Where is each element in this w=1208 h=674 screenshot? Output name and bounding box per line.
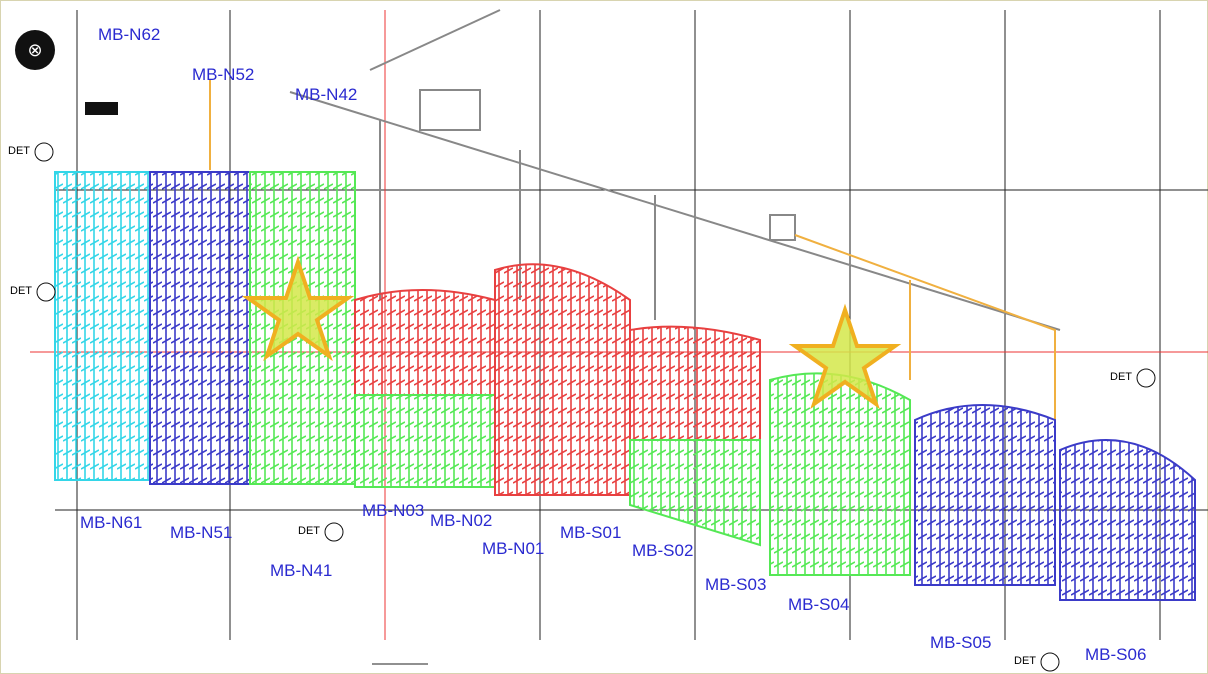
det-marker: DET (298, 525, 320, 537)
road (794, 234, 1056, 420)
det-symbol (1136, 368, 1156, 388)
block-label: MB-S05 (930, 633, 991, 652)
block-label: MB-S02 (632, 541, 693, 560)
block-label: MB-N41 (270, 561, 332, 580)
block-label: MB-N02 (430, 511, 492, 530)
block-label: MB-N51 (170, 523, 232, 542)
block-label: MB-N01 (482, 539, 544, 558)
block-label: MB-S03 (705, 575, 766, 594)
svg-text:⊗: ⊗ (27, 40, 42, 60)
block-label: MB-N62 (98, 25, 160, 44)
block-label: MB-S04 (788, 595, 849, 614)
blocks (54, 171, 1196, 601)
building (85, 102, 118, 115)
roads (289, 9, 1061, 331)
block-label: MB-N03 (362, 501, 424, 520)
block-label: MB-N52 (192, 65, 254, 84)
det-symbol (1040, 652, 1060, 672)
det-marker: DET (1110, 371, 1132, 383)
stars (241, 255, 902, 410)
block-label: MB-S06 (1085, 645, 1146, 664)
block-label: MB-N42 (295, 85, 357, 104)
block-label: MB-S01 (560, 523, 621, 542)
det-marker: DET (1014, 655, 1036, 667)
det-marker: DET (8, 145, 30, 157)
det-marker: DET (10, 285, 32, 297)
det-symbol (324, 522, 344, 542)
det-symbol (36, 282, 56, 302)
north-arrow: ⊗ (15, 30, 55, 70)
det-symbol (34, 142, 54, 162)
block-label: MB-N61 (80, 513, 142, 532)
